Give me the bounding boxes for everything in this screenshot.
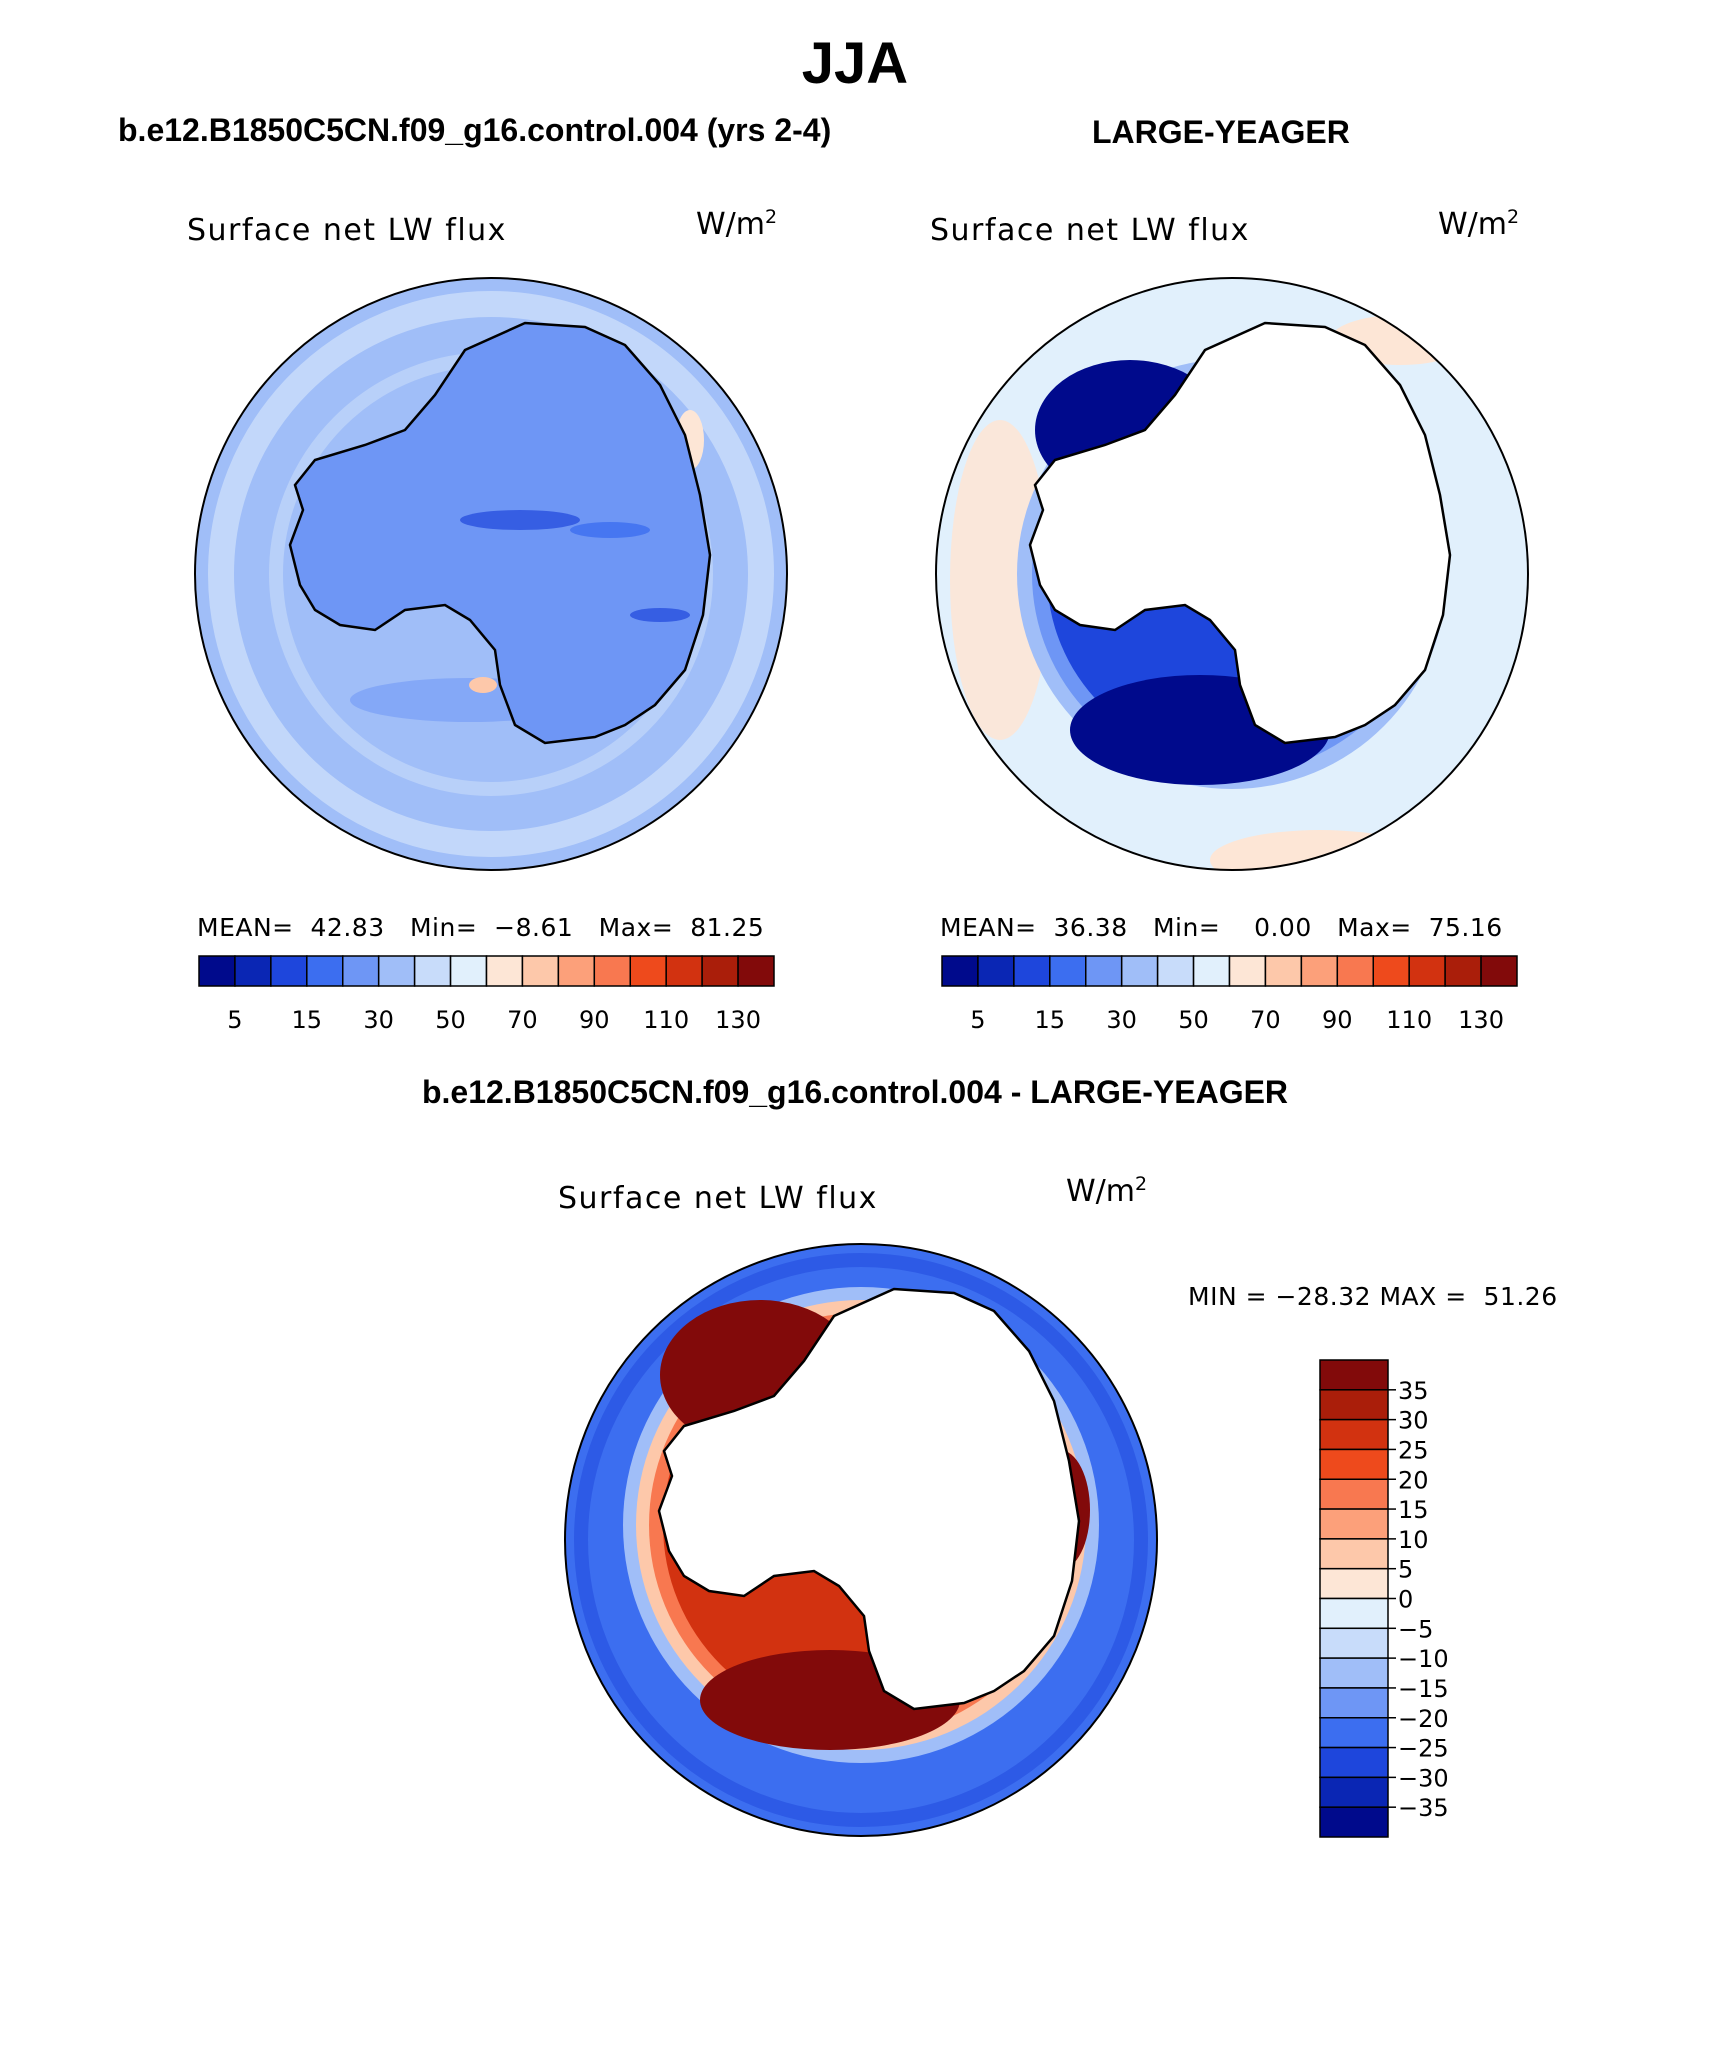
case1-colorbar-tick-label: 130 [715,1006,761,1034]
case1-colorbar-tick-label: 5 [227,1006,242,1034]
diff-colorbar-swatch [1319,1448,1389,1480]
diff-colorbar-tick-label: 10 [1398,1526,1429,1554]
case1-map [194,277,788,871]
diff-colorbar-swatch [1319,1776,1389,1808]
case1-units: W/m2 [696,206,778,242]
case1-colorbar-swatch [665,955,703,987]
case2-stats: MEAN= 36.38 Min= 0.00 Max= 75.16 [940,913,1503,942]
case2-colorbar-swatch [1480,955,1518,987]
diff-colorbar-swatch [1319,1657,1389,1689]
case2-colorbar-swatch [1120,955,1159,987]
case1-colorbar-swatch [234,955,272,987]
diff-colorbar-tick-label: −5 [1398,1615,1433,1643]
case2-map [935,277,1529,871]
case2-title: LARGE-YEAGER [1092,114,1350,150]
diff-colorbar-swatch [1319,1746,1389,1779]
case1-panel-title: Surface net LW flux [187,213,507,248]
diff-colorbar-swatch [1319,1567,1389,1600]
case1-colorbar-tick-label: 110 [643,1006,689,1034]
case1-colorbar-swatch [485,955,524,987]
case2-colorbar-tick-label: 70 [1250,1006,1281,1034]
case1-colorbar-tick-label: 15 [292,1006,323,1034]
diff-colorbar-tick-label: −10 [1398,1645,1449,1673]
diff-colorbar-tick-label: 0 [1398,1586,1413,1614]
diff-map [564,1243,1158,1837]
case2-colorbar-swatch [1156,955,1195,987]
case1-colorbar-swatch [377,955,416,987]
case2-colorbar-swatch [1013,955,1051,987]
case1-colorbar-tick-label: 70 [507,1006,538,1034]
diff-colorbar-tick-label: 20 [1398,1466,1429,1494]
diff-colorbar-tick-label: −20 [1398,1705,1449,1733]
case2-panel-title: Surface net LW flux [930,213,1250,248]
case2-colorbar-tick-label: 130 [1458,1006,1504,1034]
case1-colorbar-swatch [521,955,560,987]
case1-colorbar-tick-label: 50 [435,1006,466,1034]
diff-colorbar-tick-label: −25 [1398,1735,1449,1763]
case2-colorbar-swatch [1336,955,1374,987]
diff-colorbar-swatch [1319,1597,1389,1630]
case2-colorbar-swatch [1444,955,1482,987]
case2-units: W/m2 [1438,206,1520,242]
case1-colorbar-swatch [306,955,344,987]
case1-colorbar-swatch [557,955,596,987]
diff-colorbar-swatch [1319,1418,1389,1451]
diff-colorbar-swatch [1319,1687,1389,1719]
diff-colorbar-swatch [1319,1389,1389,1421]
case1-colorbar-swatch [449,955,488,987]
case1-colorbar-swatch [629,955,667,987]
case1-colorbar-swatch [270,955,308,987]
case2-colorbar-swatch [977,955,1015,987]
case2-colorbar-swatch [1408,955,1446,987]
case1-colorbar-swatch [737,955,775,987]
case2-colorbar-tick-label: 15 [1035,1006,1066,1034]
diff-minmax: MIN = −28.32 MAX = 51.26 [1188,1282,1558,1311]
diff-units: W/m2 [1066,1173,1148,1209]
diff-colorbar-swatch [1319,1478,1389,1510]
diff-colorbar-tick-label: 30 [1398,1407,1429,1435]
case2-colorbar-tick-label: 110 [1386,1006,1432,1034]
case2-colorbar-tick-label: 90 [1322,1006,1353,1034]
diff-colorbar-tick-label: −30 [1398,1764,1449,1792]
figure-title: JJA [801,31,909,96]
diff-colorbar-tick-label: −35 [1398,1794,1449,1822]
case1-colorbar-tick-label: 30 [363,1006,394,1034]
diff-panel-title: Surface net LW flux [558,1181,878,1216]
case1-colorbar-tick-label: 90 [579,1006,610,1034]
case1-colorbar-swatch [198,955,236,987]
diff-colorbar-swatch [1319,1538,1389,1570]
case2-colorbar-swatch [1372,955,1410,987]
case1-colorbar-swatch [593,955,631,987]
diff-colorbar-swatch [1319,1806,1389,1838]
case2-colorbar-tick-label: 50 [1178,1006,1209,1034]
case1-colorbar-swatch [413,955,452,987]
case1-stats: MEAN= 42.83 Min= −8.61 Max= 81.25 [197,913,765,942]
diff-colorbar-swatch [1319,1359,1389,1391]
case2-colorbar-swatch [1264,955,1303,987]
case2-colorbar-swatch [1085,955,1123,987]
diff-colorbar-tick-label: 5 [1398,1556,1413,1584]
diff-colorbar-tick-label: 35 [1398,1377,1429,1405]
case1-colorbar-swatch [701,955,739,987]
case1-title: b.e12.B1850C5CN.f09_g16.control.004 (yrs… [118,112,832,148]
diff-colorbar-swatch [1319,1508,1389,1540]
case2-colorbar: 5 15 30 50 70 90 110 130 [941,955,1518,1034]
case2-colorbar-tick-label: 5 [970,1006,985,1034]
case2-colorbar-tick-label: 30 [1106,1006,1137,1034]
diff-colorbar-tick-label: 25 [1398,1436,1429,1464]
case2-colorbar-swatch [1300,955,1339,987]
case1-colorbar: 5 15 30 50 70 90 110 130 [198,955,775,1034]
diff-colorbar-tick-label: −15 [1398,1675,1449,1703]
diff-colorbar-swatch [1319,1627,1389,1659]
diff-colorbar-swatch [1319,1717,1389,1749]
case2-colorbar-swatch [1192,955,1231,987]
case1-colorbar-swatch [342,955,380,987]
case2-colorbar-swatch [1228,955,1267,987]
diff-colorbar-tick-label: 15 [1398,1496,1429,1524]
case2-colorbar-swatch [1049,955,1087,987]
difference-title: b.e12.B1850C5CN.f09_g16.control.004 - LA… [421,1074,1289,1110]
case2-colorbar-swatch [941,955,979,987]
